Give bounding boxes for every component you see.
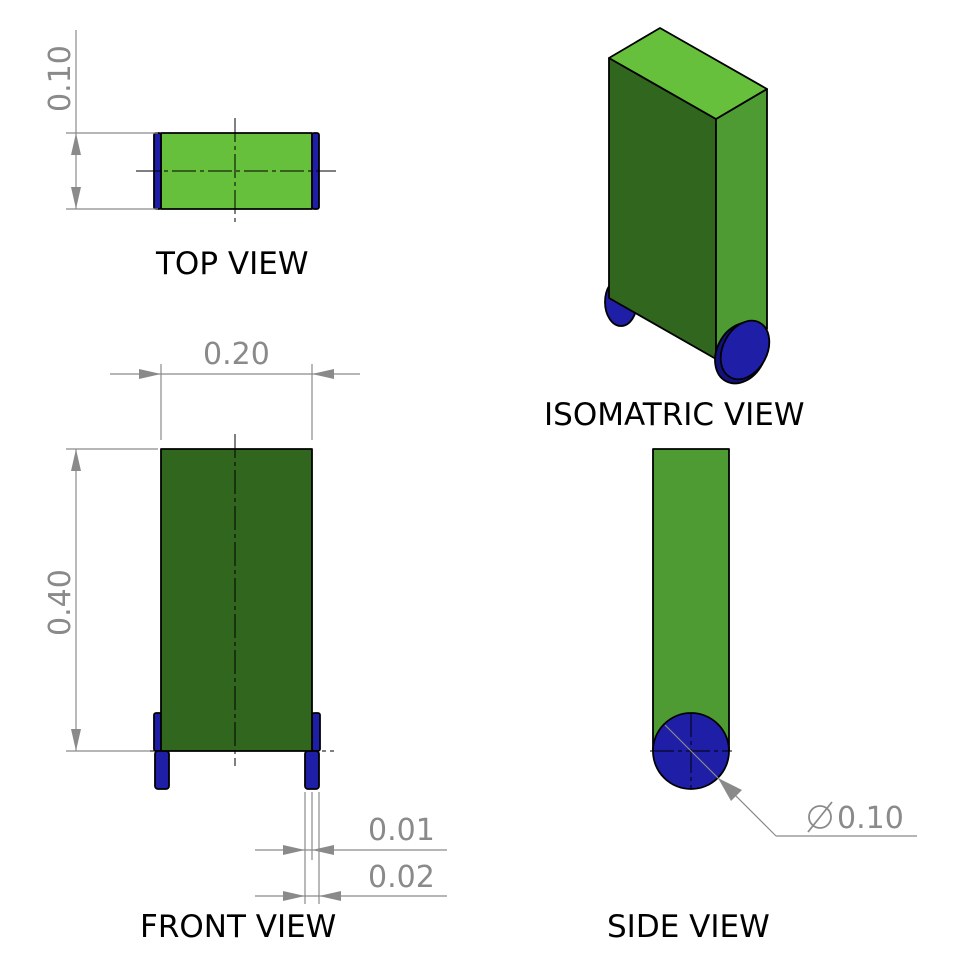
- front-height-arrow-top: [71, 449, 81, 471]
- front-view-label: FRONT VIEW: [140, 909, 336, 945]
- iso-wheel-front: [719, 319, 771, 381]
- wheel-width-a-arrow-left: [283, 845, 305, 855]
- wheel-width-b-arrow-right: [319, 891, 341, 901]
- front-view-body: [160, 448, 313, 752]
- wheel-width-b-label: 0.02: [368, 860, 435, 895]
- front-width-label: 0.20: [203, 337, 270, 372]
- isometric-view-label: ISOMATRIC VIEW: [544, 397, 804, 433]
- side-view-body: [652, 448, 730, 752]
- front-width-arrow-left: [139, 369, 161, 379]
- front-view-wheel-right-upper: [311, 712, 321, 752]
- top-view-label: TOP VIEW: [155, 246, 308, 282]
- wheel-width-a-label: 0.01: [368, 813, 435, 848]
- front-view-wheel-right-lower: [304, 750, 320, 790]
- side-view: 0.10 SIDE VIEW: [607, 448, 917, 945]
- front-view: 0.20 0.40 0.01 0.02 FRONT VIEW: [43, 337, 447, 945]
- front-height-arrow-bottom: [71, 729, 81, 751]
- diameter-symbol-icon: [807, 801, 833, 833]
- isometric-view: ISOMATRIC VIEW: [544, 27, 804, 433]
- top-depth-arrow-bottom: [71, 187, 81, 209]
- wheel-diameter-arrow: [718, 778, 742, 801]
- top-depth-arrow-top: [71, 133, 81, 155]
- iso-body-top-face: [608, 27, 768, 120]
- top-view: 0.10 TOP VIEW: [43, 30, 336, 282]
- wheel-diameter-label: 0.10: [837, 801, 904, 836]
- front-view-wheel-left-lower: [154, 750, 170, 790]
- wheel-width-b-arrow-left: [283, 891, 305, 901]
- iso-body-side-face: [715, 88, 768, 360]
- side-view-label: SIDE VIEW: [607, 909, 770, 945]
- top-depth-label: 0.10: [43, 45, 78, 112]
- front-width-arrow-right: [312, 369, 334, 379]
- front-height-label: 0.40: [43, 569, 78, 636]
- wheel-width-a-arrow-right: [312, 845, 334, 855]
